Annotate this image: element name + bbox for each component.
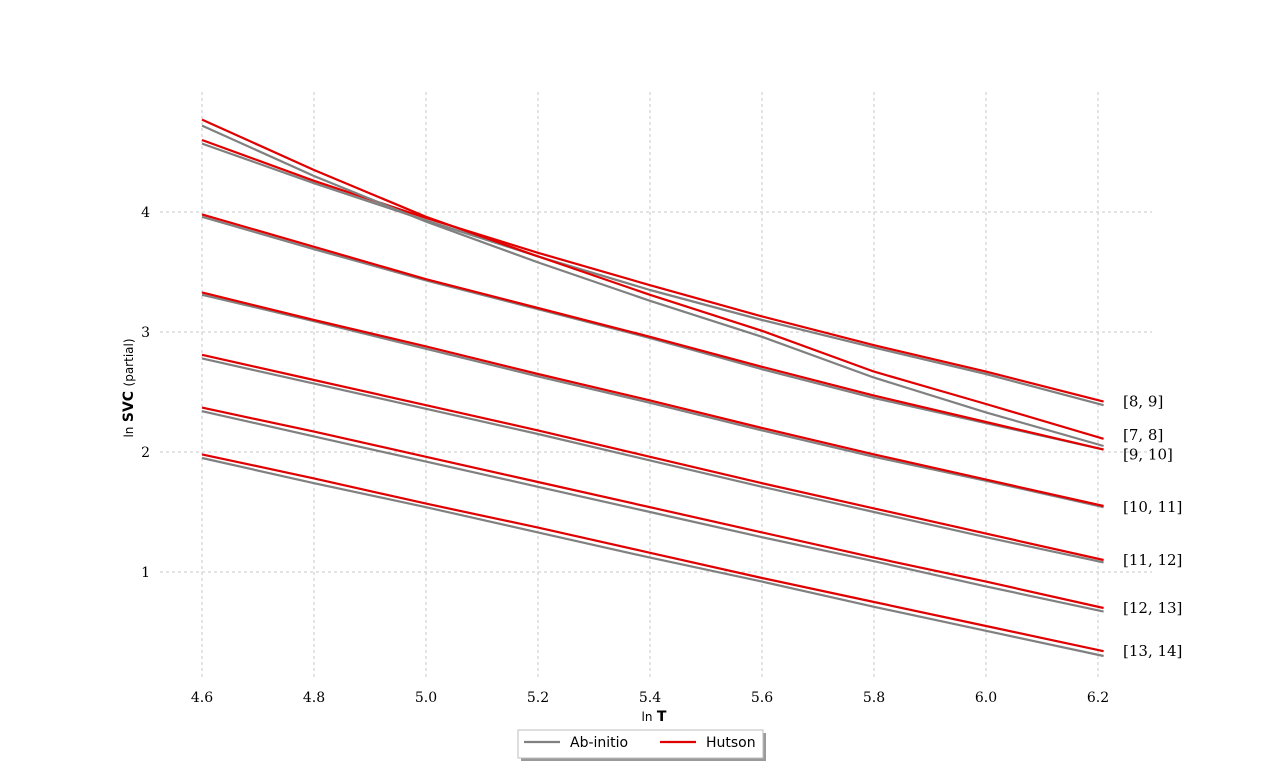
line-abinitio-4 xyxy=(201,293,1104,509)
x-tick-label: 6.2 xyxy=(1087,690,1109,706)
series-label-4: [10, 11] xyxy=(1123,498,1182,516)
x-tick-label: 5.6 xyxy=(751,690,773,706)
line-abinitio-7 xyxy=(201,456,1104,658)
x-tick-label: 5.4 xyxy=(639,690,661,706)
series-label-5: [11, 12] xyxy=(1123,551,1182,569)
line-abinitio-2 xyxy=(201,124,1104,448)
y-tick-labels: 1 2 3 4 xyxy=(141,205,150,581)
y-axis-title-prefix: ln xyxy=(122,427,136,438)
x-axis-title: ln T xyxy=(642,709,667,725)
x-axis-title-bold: T xyxy=(657,709,667,725)
line-hutson-6 xyxy=(201,406,1104,610)
line-hutson-4 xyxy=(201,291,1104,508)
line-hutson-3 xyxy=(201,213,1104,451)
series-labels: [8, 9] [7, 8][9, 10] [10, 11] [11, 12] [12, … xyxy=(1123,393,1182,661)
line-hutson-2 xyxy=(201,118,1104,440)
x-tick-labels: 4.6 4.8 5.0 5.2 5.4 5.6 5.8 6.0 6.2 xyxy=(191,690,1109,706)
x-tick-label: 5.8 xyxy=(863,690,885,706)
x-tick-label: 4.8 xyxy=(303,690,325,706)
x-tick-label: 4.6 xyxy=(191,690,213,706)
line-hutson-7 xyxy=(201,453,1104,653)
line-abinitio-5 xyxy=(201,357,1104,564)
y-tick-label: 3 xyxy=(141,325,150,341)
grid xyxy=(160,92,1152,680)
line-hutson-5 xyxy=(201,353,1104,562)
line-hutson-1 xyxy=(201,138,1104,403)
series-label-6: [12, 13] xyxy=(1123,599,1182,617)
y-axis-title-bold: SVC xyxy=(121,391,137,422)
legend-label-abinitio: Ab-initio xyxy=(570,735,628,751)
series-label-1: [8, 9] xyxy=(1123,393,1163,411)
line-abinitio-3 xyxy=(201,215,1104,451)
series-label-2: [7, 8] xyxy=(1123,426,1163,444)
series-label-3: [9, 10] xyxy=(1123,445,1173,463)
legend-label-hutson: Hutson xyxy=(706,735,756,751)
y-tick-label: 4 xyxy=(141,205,150,221)
x-tick-label: 5.2 xyxy=(527,690,549,706)
x-tick-label: 6.0 xyxy=(975,690,997,706)
line-abinitio-1 xyxy=(201,142,1104,407)
series-lines xyxy=(201,118,1104,658)
y-axis-title: ln SVC (partial) xyxy=(121,338,137,437)
x-tick-label: 5.0 xyxy=(415,690,437,706)
legend: Ab-initio Hutson xyxy=(517,729,766,761)
y-tick-label: 2 xyxy=(141,445,150,461)
y-tick-label: 1 xyxy=(141,565,150,581)
line-abinitio-6 xyxy=(201,410,1104,613)
y-axis-title-suffix: (partial) xyxy=(122,338,136,386)
legend-box xyxy=(517,729,764,759)
x-axis-title-prefix: ln xyxy=(642,710,653,724)
series-label-7: [13, 14] xyxy=(1123,642,1182,660)
